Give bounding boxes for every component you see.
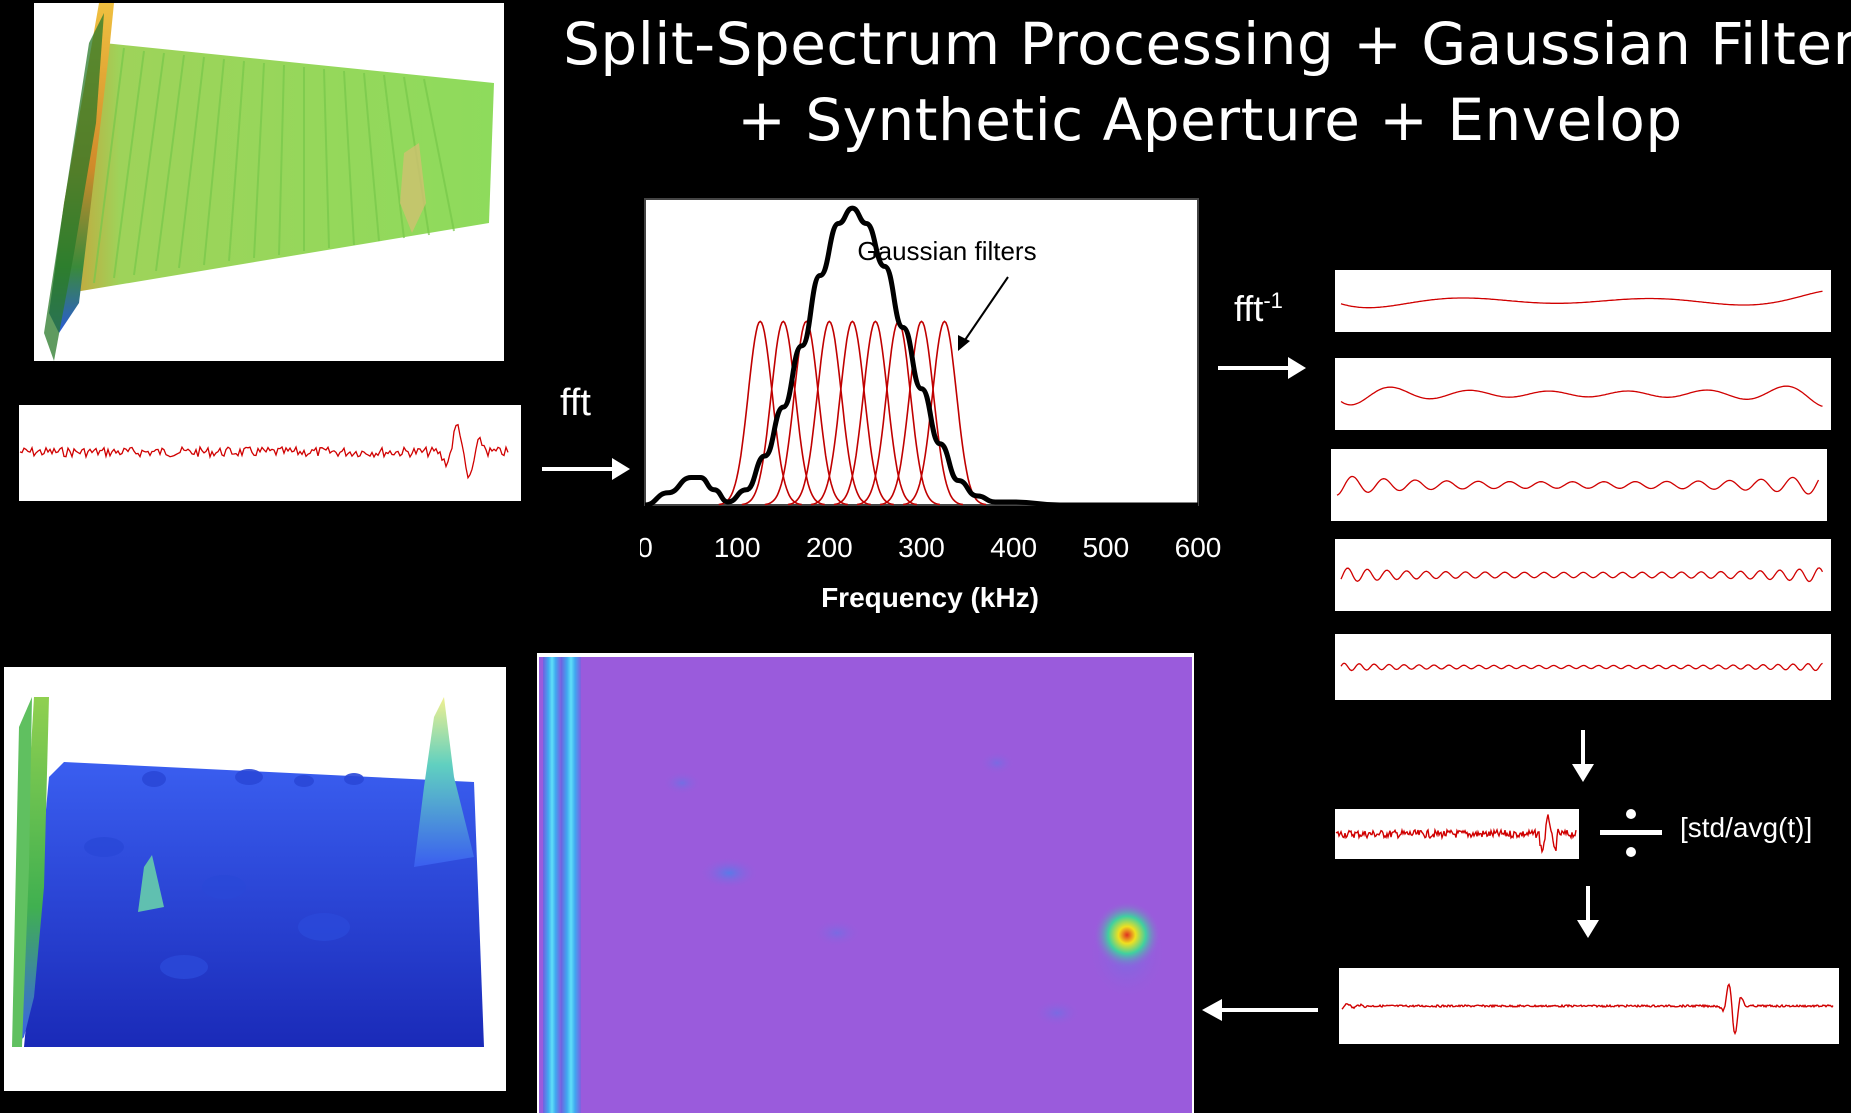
x-axis-title: Frequency (kHz) <box>821 582 1039 613</box>
gaussian-filter-curve-6 <box>833 320 918 506</box>
title-line-1: Split-Spectrum Processing + Gaussian Fil… <box>563 10 1851 78</box>
title-line-2: + Synthetic Aperture + Envelop <box>737 86 1683 154</box>
gaussian-filter-curve-8 <box>879 320 964 506</box>
band-signal-panel-2 <box>1333 356 1833 432</box>
raw-signal-plot <box>18 404 522 502</box>
raw-surface-plot <box>34 3 504 361</box>
down-arrow-2 <box>1577 886 1599 938</box>
x-tick-label: 500 <box>1082 532 1129 563</box>
ifft-label: fft-1 <box>1234 288 1283 330</box>
left-arrow <box>1202 999 1318 1021</box>
ifft-label-exponent: -1 <box>1263 288 1283 313</box>
gaussian-filter-curve-1 <box>718 320 802 506</box>
normalization-label: [std/avg(t)] <box>1680 812 1813 843</box>
gaussian-filter-curve-3 <box>764 320 848 506</box>
gaussian-filter-curve-5 <box>810 320 894 506</box>
band-signal-panel-4 <box>1333 537 1833 613</box>
gaussian-filter-curve-2 <box>741 320 825 506</box>
x-tick-label: 200 <box>806 532 853 563</box>
x-tick-label: 400 <box>990 532 1037 563</box>
ifft-label-base: fft <box>1234 288 1264 329</box>
annotation-arrow-line <box>964 276 1009 341</box>
band-signal-panel-1 <box>1333 268 1833 334</box>
gaussian-filter-curve-4 <box>787 320 871 506</box>
spectrum-series-line <box>644 205 1198 508</box>
combined-signal-plot <box>1334 808 1580 860</box>
divide-icon <box>1600 809 1662 857</box>
annotation-arrow-head <box>958 335 970 351</box>
fft-label: fft <box>560 382 591 424</box>
x-tick-label: 600 <box>1175 532 1222 563</box>
envelope-surface-plot <box>4 667 506 1091</box>
down-arrow-1 <box>1572 730 1594 782</box>
synthetic-aperture-heatmap <box>537 653 1194 1113</box>
fft-arrow <box>542 458 630 480</box>
x-tick-label: 0 <box>640 532 653 563</box>
page-title: Split-Spectrum Processing + Gaussian Fil… <box>560 6 1851 158</box>
spectrum-chart: 0 100 200 300 400 500 600 Frequency (kHz) Gaus… <box>640 198 1222 613</box>
gaussian-filters-annotation: Gaussian filters <box>857 236 1036 266</box>
processed-signal-plot <box>1338 967 1840 1045</box>
band-signal-panel-5 <box>1333 632 1833 702</box>
x-tick-label: 300 <box>898 532 945 563</box>
x-tick-label: 100 <box>714 532 761 563</box>
chart-plot-area <box>644 198 1199 506</box>
band-signal-panel-3 <box>1329 447 1829 523</box>
ifft-arrow <box>1218 357 1306 379</box>
